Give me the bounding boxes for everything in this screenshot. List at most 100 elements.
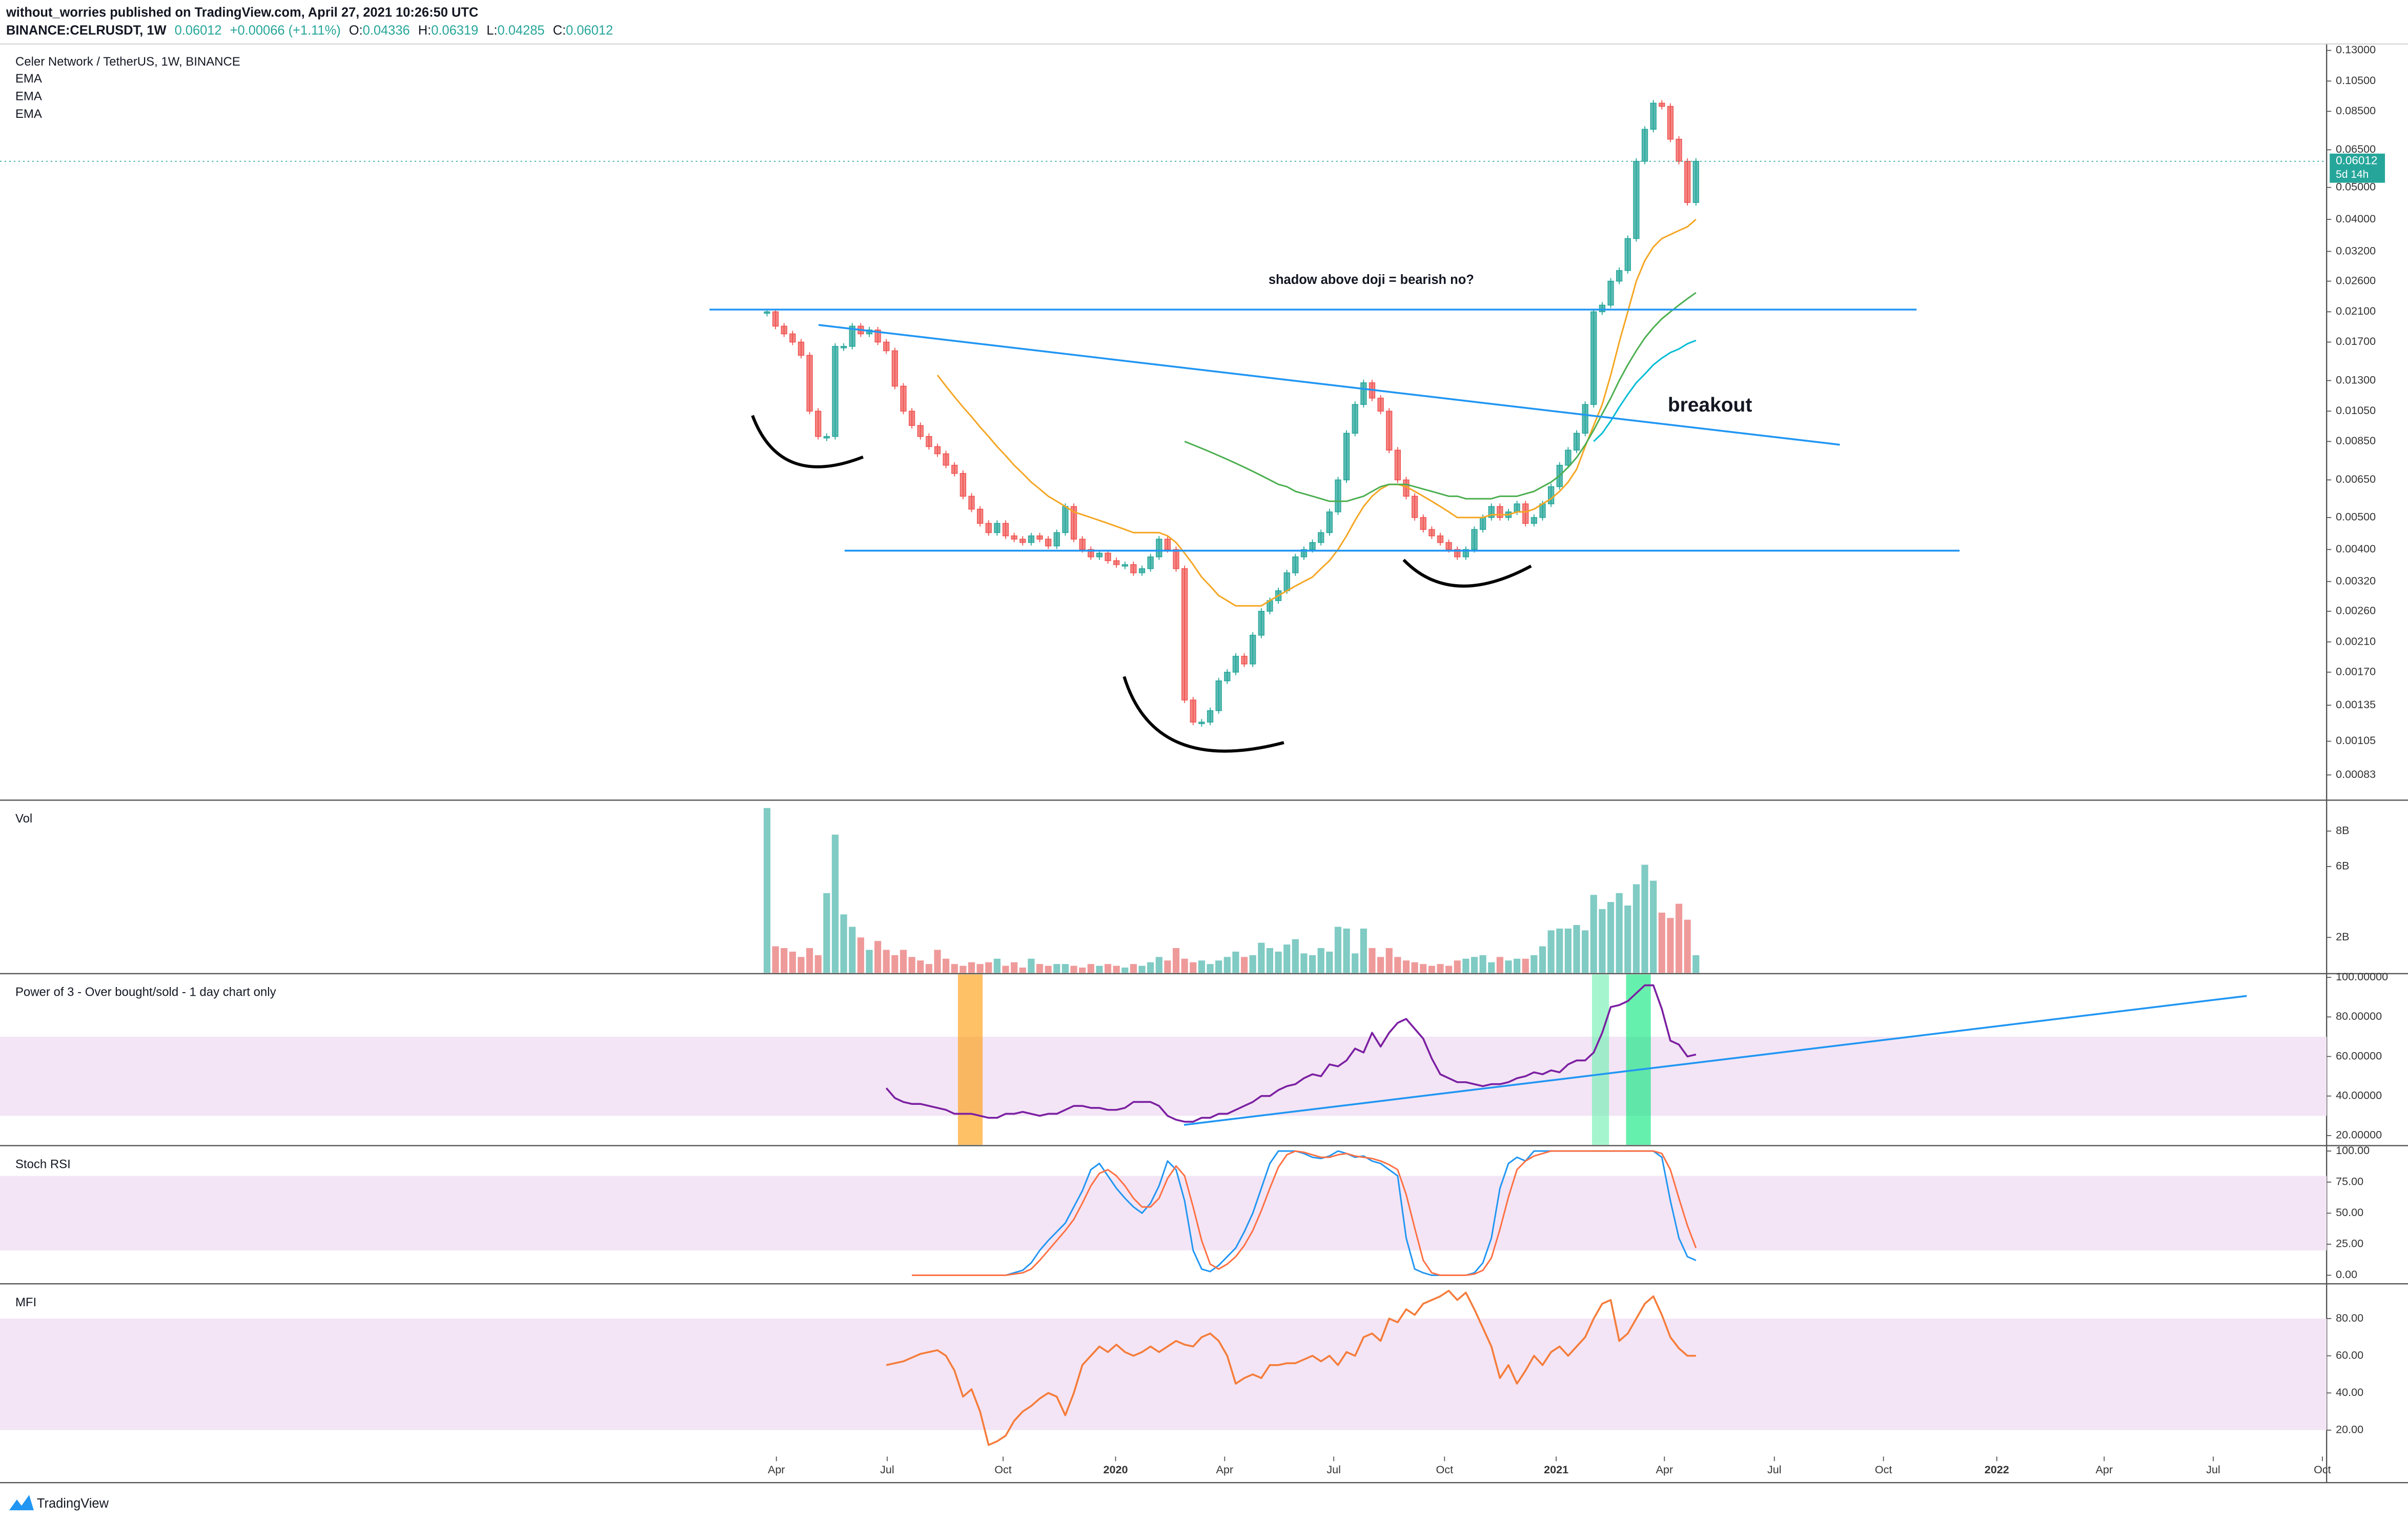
volume-bar bbox=[1385, 948, 1393, 973]
volume-bar bbox=[993, 958, 1001, 973]
y-tick-label: 0.00 bbox=[2336, 1268, 2357, 1281]
volume-bar bbox=[1019, 968, 1026, 973]
candle bbox=[1207, 710, 1214, 723]
volume-bar bbox=[1607, 902, 1615, 973]
candle bbox=[1190, 700, 1196, 723]
candle bbox=[1454, 549, 1461, 558]
annotation: breakout bbox=[1668, 394, 1752, 416]
volume-bar bbox=[1079, 968, 1086, 973]
last-price-tag bbox=[2330, 153, 2385, 183]
x-tick-label: Jul bbox=[1767, 1463, 1782, 1476]
y-tick-label: 0.00170 bbox=[2336, 665, 2376, 677]
y-tick-label: 100.00000 bbox=[2336, 970, 2388, 983]
candle bbox=[1088, 549, 1094, 558]
brand-name: TradingView bbox=[37, 1496, 109, 1511]
volume-bar bbox=[1036, 964, 1044, 973]
volume-bar bbox=[831, 834, 839, 973]
ohlc-value: 0.04336 bbox=[363, 23, 410, 37]
indicator-line bbox=[885, 984, 1697, 1123]
candle bbox=[1062, 506, 1069, 533]
ohlc-label: O: bbox=[349, 23, 363, 37]
volume-bar bbox=[1675, 903, 1683, 973]
candle bbox=[840, 346, 847, 348]
y-tick-label: 0.00210 bbox=[2336, 634, 2376, 647]
y-tick-label: 40.00000 bbox=[2336, 1088, 2382, 1101]
candle bbox=[1437, 535, 1444, 543]
ohlc-value: 0.06012 bbox=[566, 23, 613, 37]
volume-bar bbox=[772, 946, 779, 973]
candle bbox=[1147, 556, 1154, 569]
volume-bar bbox=[1062, 964, 1069, 973]
ohlc-value: 0.04285 bbox=[498, 23, 545, 37]
volume-bar bbox=[1070, 965, 1077, 973]
signal-highlight bbox=[957, 974, 983, 1145]
volume-bar bbox=[798, 957, 805, 973]
candle bbox=[1105, 552, 1111, 561]
volume-bar bbox=[1667, 918, 1674, 973]
candle bbox=[1352, 404, 1358, 434]
volume-bar bbox=[1505, 960, 1512, 973]
volume-bar bbox=[1258, 942, 1265, 973]
candle bbox=[985, 523, 992, 533]
x-tick-label: Oct bbox=[2314, 1463, 2331, 1476]
countdown-label: 5d 14h bbox=[2336, 169, 2369, 180]
change: +0.00066 (+1.11%) bbox=[230, 23, 341, 37]
candle bbox=[1309, 542, 1316, 550]
candle bbox=[960, 473, 967, 497]
volume-bar bbox=[1556, 928, 1563, 973]
candle bbox=[1684, 160, 1691, 203]
volume-bar bbox=[1147, 962, 1154, 973]
candle bbox=[815, 410, 822, 437]
candle bbox=[772, 311, 779, 327]
x-tick-label: Jul bbox=[2206, 1463, 2220, 1476]
volume-bar bbox=[1207, 964, 1214, 973]
volume-bar bbox=[976, 964, 984, 973]
y-tick-label: 0.00400 bbox=[2336, 542, 2376, 555]
candle bbox=[1215, 680, 1222, 711]
volume-bar bbox=[1641, 865, 1648, 973]
main-layer: Apr Jul Oct 2020 Apr Jul Oct 2021 Apr Jul Oct 2022 A… bbox=[0, 43, 2388, 1476]
candle bbox=[1497, 506, 1503, 518]
candle bbox=[1318, 532, 1324, 543]
candle bbox=[1479, 517, 1486, 530]
candle bbox=[798, 341, 805, 356]
volume-bar bbox=[1292, 939, 1299, 973]
candle bbox=[1607, 280, 1614, 306]
candle bbox=[1096, 552, 1103, 558]
y-tick-label: 0.00135 bbox=[2336, 698, 2376, 711]
candle bbox=[781, 325, 787, 335]
arc-drawing bbox=[751, 415, 864, 468]
volume-bar bbox=[1249, 955, 1256, 973]
candle bbox=[1113, 560, 1120, 565]
volume-bar bbox=[1190, 962, 1197, 973]
volume-bar bbox=[1445, 965, 1453, 973]
candle bbox=[1250, 634, 1256, 665]
volume-bar bbox=[1658, 912, 1665, 973]
candle bbox=[1386, 410, 1393, 451]
volume-bar bbox=[1155, 957, 1162, 973]
volume-bar bbox=[1582, 930, 1589, 973]
volume-bar bbox=[1232, 951, 1239, 973]
volume-bar bbox=[781, 948, 788, 973]
volume-bar bbox=[1011, 962, 1018, 973]
ohlc-label: C: bbox=[553, 23, 566, 37]
volume-bar bbox=[1488, 962, 1495, 973]
volume-bar bbox=[891, 955, 899, 973]
x-tick-label: Oct bbox=[994, 1463, 1012, 1476]
volume-bar bbox=[1343, 928, 1350, 973]
volume-bar bbox=[900, 950, 907, 973]
y-tick-label: 0.00083 bbox=[2336, 768, 2376, 780]
band bbox=[0, 1037, 2327, 1116]
candle bbox=[1164, 539, 1171, 550]
candle bbox=[1002, 523, 1009, 537]
candle bbox=[1676, 138, 1682, 162]
published-line: without_worries published on TradingView… bbox=[6, 6, 478, 20]
volume-bar bbox=[1522, 958, 1529, 973]
brand-logo bbox=[9, 1495, 34, 1511]
candle bbox=[1445, 542, 1452, 550]
volume-bar bbox=[1266, 948, 1274, 973]
y-tick-label: 0.13000 bbox=[2336, 43, 2376, 56]
y-tick-label: 20.00000 bbox=[2336, 1128, 2382, 1141]
drawings bbox=[709, 308, 2247, 1126]
volume-bar bbox=[1113, 965, 1120, 973]
